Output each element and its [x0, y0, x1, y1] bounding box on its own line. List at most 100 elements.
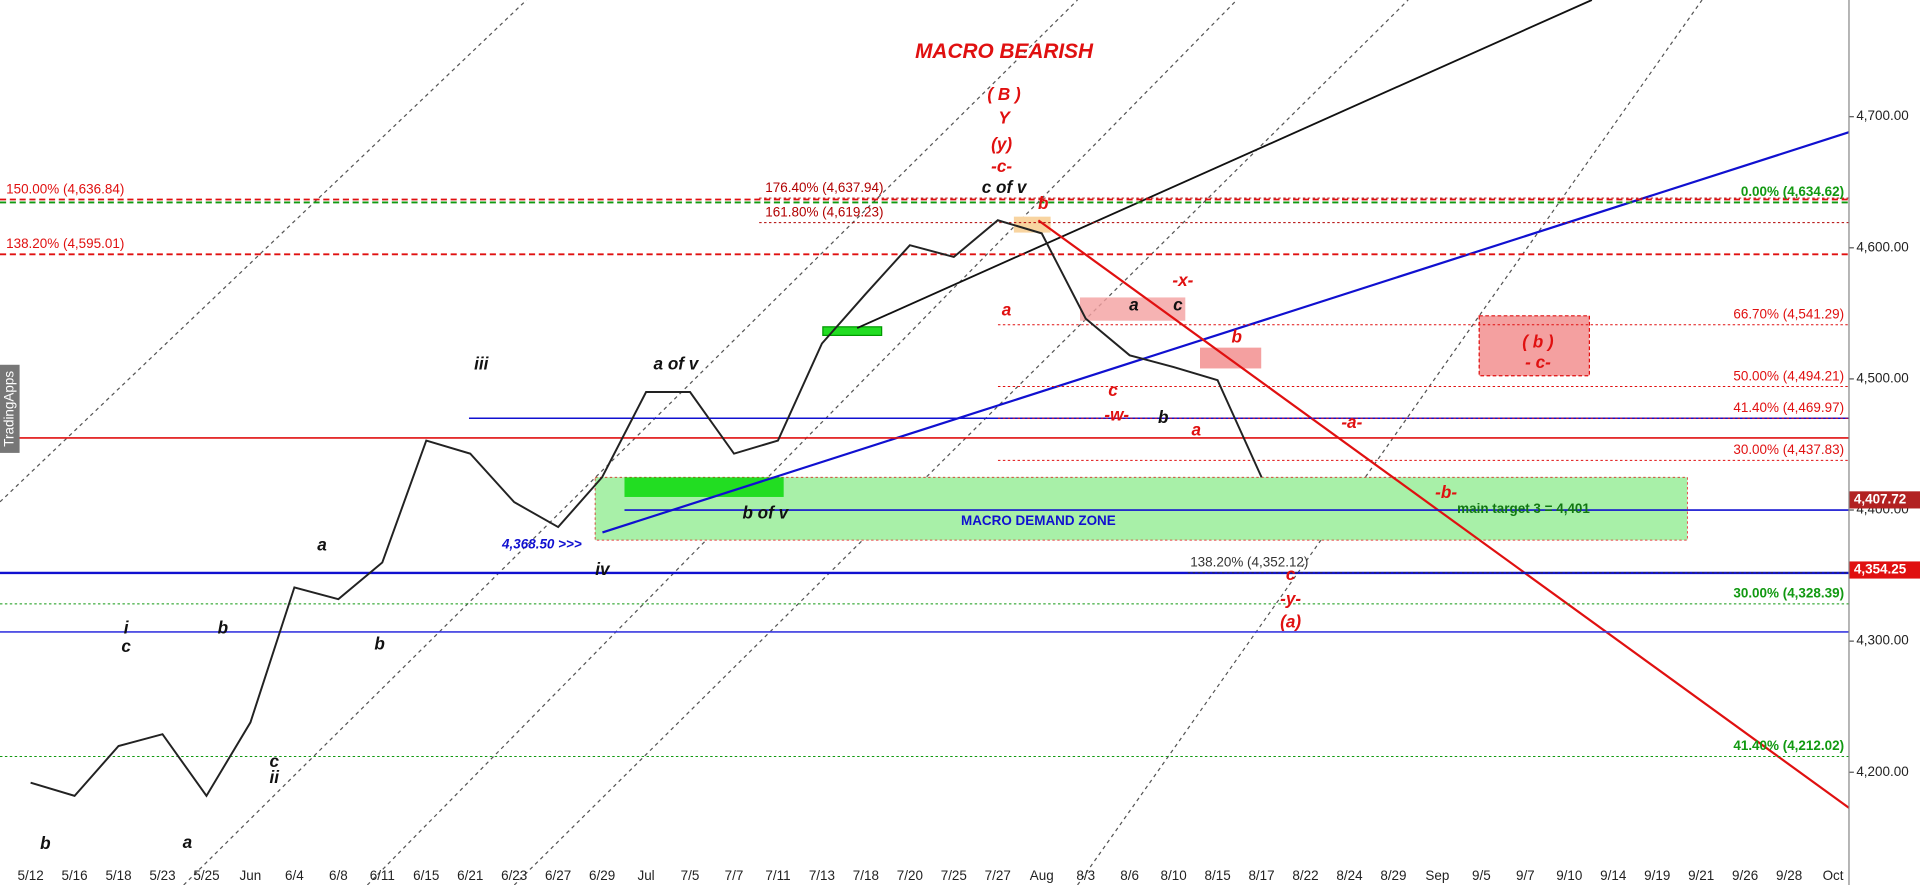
wave-label: b — [1038, 193, 1048, 213]
fib-label: 50.00% (4,494.21) — [1733, 368, 1844, 383]
fib-label: 30.00% (4,437.83) — [1733, 442, 1844, 457]
fib-label: 66.70% (4,541.29) — [1733, 307, 1844, 322]
x-tick-label: 7/25 — [941, 868, 967, 883]
target-box — [1478, 315, 1590, 377]
wave-label: a — [1192, 419, 1202, 439]
fib-label: 30.00% (4,328.39) — [1733, 586, 1844, 601]
wave-label: iii — [474, 353, 490, 373]
y-tick-label: 4,200.00 — [1856, 764, 1908, 779]
x-tick-label: 8/24 — [1336, 868, 1363, 883]
wave-label: i — [124, 618, 130, 638]
x-tick-label: 6/4 — [285, 868, 304, 883]
x-tick-label: 6/27 — [545, 868, 571, 883]
x-tick-label: 8/10 — [1161, 868, 1187, 883]
resistance-box — [1080, 297, 1186, 321]
wave-label: -a- — [1341, 412, 1362, 432]
x-tick-label: 7/11 — [765, 868, 790, 883]
wave-label: -x- — [1172, 270, 1193, 290]
wave-label: ii — [270, 767, 281, 787]
zone-label: MACRO DEMAND ZONE — [961, 513, 1116, 528]
x-tick-label: Aug — [1030, 868, 1054, 883]
wave-label: a — [1002, 299, 1012, 319]
wave-label: Y — [998, 107, 1011, 127]
x-tick-label: 9/21 — [1688, 868, 1714, 883]
x-tick-label: Jun — [240, 868, 262, 883]
x-tick-label: 9/14 — [1600, 868, 1627, 883]
wave-label: ( B ) — [987, 84, 1021, 104]
wave-label: c — [1173, 295, 1183, 315]
x-tick-label: 5/16 — [61, 868, 87, 883]
x-tick-label: 9/7 — [1516, 868, 1535, 883]
x-tick-label: 6/29 — [589, 868, 615, 883]
x-tick-label: 7/20 — [897, 868, 923, 883]
wave-label: a — [183, 832, 193, 852]
channel-line — [366, 0, 1238, 885]
fib-label: 150.00% (4,636.84) — [6, 181, 124, 196]
wave-label: -b- — [1435, 482, 1457, 502]
x-tick-label: 8/17 — [1248, 868, 1274, 883]
x-tick-label: 9/28 — [1776, 868, 1802, 883]
y-tick-label: 4,300.00 — [1856, 633, 1908, 648]
fib-label: 176.40% (4,637.94) — [765, 180, 883, 195]
fib-label: 138.20% (4,352.12) — [1190, 555, 1308, 570]
trendline — [856, 0, 1593, 329]
x-tick-label: 6/23 — [501, 868, 527, 883]
wave-label: a — [1129, 295, 1139, 315]
x-tick-label: 5/18 — [105, 868, 131, 883]
x-tick-label: 7/7 — [725, 868, 744, 883]
x-tick-label: 9/19 — [1644, 868, 1670, 883]
wave-label: (a) — [1280, 612, 1301, 632]
wave-label: c — [121, 636, 131, 656]
wave-label: b of v — [742, 503, 789, 523]
x-tick-label: 8/29 — [1380, 868, 1406, 883]
wave-label: b — [40, 833, 50, 853]
x-tick-label: 8/6 — [1120, 868, 1139, 883]
price-line — [30, 219, 1263, 798]
y-tick-label: 4,600.00 — [1856, 239, 1908, 254]
watermark: TradingApps — [1, 371, 16, 447]
price-tag-label: 4,407.72 — [1854, 491, 1906, 506]
plot: 150.00% (4,636.84) 138.20% (4,595.01) 176.… — [0, 84, 1920, 883]
x-tick-label: 8/15 — [1204, 868, 1230, 883]
chart-title: MACRO BEARISH — [915, 40, 1094, 63]
fib-label: 161.80% (4,619.23) — [765, 204, 883, 219]
wave-label: -y- — [1280, 588, 1301, 608]
x-tick-label: 5/12 — [18, 868, 44, 883]
price-tag — [1848, 491, 1920, 509]
x-tick-label: 6/8 — [329, 868, 348, 883]
resistance-box — [1200, 347, 1262, 369]
supply-box — [822, 326, 883, 337]
wave-label: c — [1286, 564, 1296, 584]
x-tick-label: 9/26 — [1732, 868, 1758, 883]
x-tick-label: 8/22 — [1292, 868, 1318, 883]
wave-label: c — [1108, 380, 1118, 400]
wave-label: a of v — [654, 353, 700, 373]
wave-label: iv — [595, 559, 611, 579]
y-tick-label: 4,500.00 — [1856, 370, 1908, 385]
wave-label: c — [270, 751, 280, 771]
x-tick-label: 6/11 — [370, 868, 395, 883]
drawings — [0, 0, 1850, 885]
watermark-bg — [0, 364, 20, 453]
trendline — [1037, 219, 1850, 809]
x-tick-label: 5/25 — [193, 868, 219, 883]
wave-label: -c- — [991, 156, 1012, 176]
wave-label: -w- — [1104, 405, 1129, 425]
x-tick-label: 8/3 — [1076, 868, 1095, 883]
x-tick-label: Oct — [1823, 868, 1844, 883]
wave-label: c of v — [982, 177, 1028, 197]
wave-label: b — [374, 634, 384, 654]
x-tick-label: 6/15 — [413, 868, 439, 883]
fib-label: 0.00% (4,634.62) — [1741, 184, 1844, 199]
x-tick-label: 7/5 — [681, 868, 700, 883]
supply-box — [624, 477, 784, 497]
annotation: main target 3 = 4,401 — [1457, 501, 1590, 516]
x-tick-label: 9/5 — [1472, 868, 1491, 883]
annotation: 4,368.50 >>> — [501, 536, 582, 551]
wave-label: b — [218, 618, 228, 638]
x-tick-label: Sep — [1425, 868, 1449, 883]
fib-label: 41.40% (4,212.02) — [1733, 738, 1844, 753]
wave-label: b — [1158, 407, 1168, 427]
x-tick-label: 6/21 — [457, 868, 483, 883]
